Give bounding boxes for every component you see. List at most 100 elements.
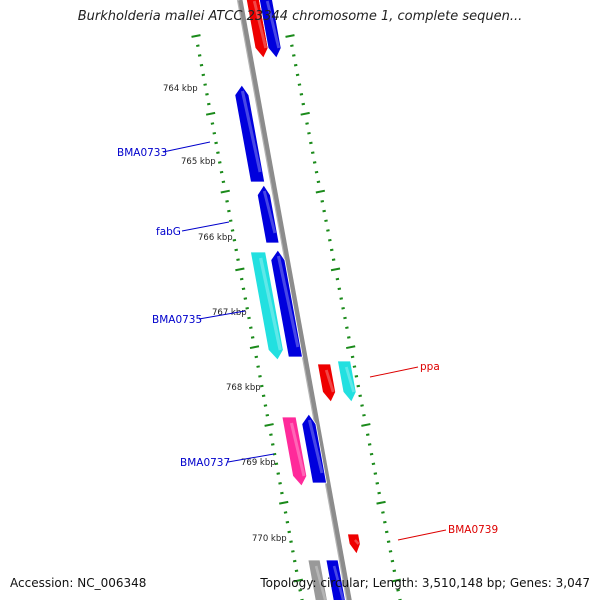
left-tick	[279, 500, 289, 505]
left-tick	[294, 569, 299, 573]
gene-label-leader	[181, 221, 230, 232]
left-tick	[298, 588, 302, 592]
left-tick	[289, 540, 293, 543]
kbp-label: 769 kbp	[241, 458, 276, 468]
right-tick	[352, 365, 357, 368]
left-tick	[210, 122, 215, 125]
gene-bottom-gray	[307, 559, 328, 600]
right-tick	[345, 326, 349, 330]
right-tick	[331, 258, 336, 261]
backbone-line	[237, 0, 352, 600]
left-tick	[249, 326, 253, 330]
gene-bma0735-blue	[270, 249, 303, 358]
right-tick	[324, 219, 328, 223]
gene-features	[234, 0, 361, 600]
gene-ppa-red-shine	[324, 369, 335, 393]
right-tick	[346, 336, 351, 339]
gene-bottom-blue	[325, 559, 346, 600]
left-tick	[243, 297, 248, 300]
left-tick	[212, 131, 217, 135]
left-tick	[196, 44, 200, 48]
left-tick	[199, 63, 204, 67]
gene-label-leader	[369, 366, 419, 378]
left-tick	[225, 200, 229, 203]
right-tick	[358, 394, 362, 398]
gene-bma0739	[347, 533, 361, 555]
right-tick	[297, 83, 302, 86]
left-tick	[205, 93, 209, 96]
gene-bma0735-blue-shine	[276, 255, 300, 348]
left-tick	[241, 287, 246, 291]
right-tick	[373, 472, 378, 475]
right-tick	[341, 306, 345, 310]
left-tick	[214, 141, 218, 145]
right-tick	[291, 54, 296, 57]
right-tick	[314, 170, 319, 174]
right-tick	[299, 93, 304, 96]
gene-label-bma0737: BMA0737	[180, 457, 230, 469]
gene-label-leader	[162, 141, 211, 153]
left-tick	[249, 345, 260, 350]
left-tick	[250, 336, 255, 339]
gene-ppa-cyan	[337, 360, 357, 403]
gene-bma0735-cyan	[250, 251, 284, 361]
gene-bottom-blue-shine	[332, 565, 345, 600]
right-tick	[320, 200, 325, 203]
right-tick	[285, 34, 295, 38]
left-tick	[270, 443, 275, 446]
right-tick	[377, 491, 381, 495]
right-tick	[354, 375, 359, 378]
gene-top-red	[246, 0, 269, 59]
right-tick	[383, 520, 387, 524]
right-tick	[305, 122, 309, 125]
kbp-label: 764 kbp	[163, 84, 198, 94]
gene-top-red-shine	[252, 0, 268, 49]
left-tick	[280, 491, 284, 495]
right-tick	[345, 345, 356, 350]
right-tick	[396, 588, 400, 592]
right-tick	[369, 452, 374, 456]
right-tick	[322, 209, 326, 213]
kbp-scale-labels: 764 kbp 765 kbp 766 kbp 767 kbp 768 kbp 769 k…	[163, 84, 287, 544]
right-tick	[390, 559, 395, 563]
left-tick	[227, 209, 231, 213]
gene-ppa-cyan-shine	[344, 366, 356, 393]
right-tick	[376, 500, 386, 505]
left-tick	[203, 83, 207, 86]
tick-track-right	[285, 34, 402, 600]
gene-bma0737-pink	[281, 416, 308, 487]
right-tick	[356, 384, 361, 388]
gene-fabg	[256, 184, 280, 244]
left-tick	[217, 161, 222, 164]
right-tick	[367, 443, 372, 446]
right-tick	[326, 229, 330, 232]
gene-bottom-gray-shine	[314, 565, 327, 600]
left-tick	[292, 559, 297, 563]
gene-bma0737-blue-shine	[307, 419, 324, 474]
right-tick	[315, 189, 326, 194]
gene-bma0733	[234, 84, 266, 183]
right-tick	[392, 569, 397, 573]
right-tick	[316, 180, 321, 184]
left-tick	[261, 394, 266, 398]
right-tick	[365, 433, 370, 436]
gene-bma0739-shine	[354, 539, 360, 545]
left-tick	[235, 267, 245, 272]
gene-label-bma0733: BMA0733	[117, 147, 167, 159]
gene-bma0733-shine	[240, 90, 262, 173]
right-tick	[307, 131, 311, 135]
left-tick	[264, 423, 274, 427]
left-tick	[287, 530, 292, 534]
right-tick	[335, 277, 340, 281]
left-tick	[278, 482, 282, 485]
right-tick	[386, 540, 391, 543]
gene-label-fabg: fabG	[156, 226, 181, 238]
gene-label-leader	[198, 310, 246, 320]
left-tick	[205, 111, 216, 116]
kbp-label: 765 kbp	[181, 157, 216, 167]
left-tick	[228, 219, 233, 223]
left-tick	[191, 34, 201, 38]
left-tick	[220, 189, 230, 194]
